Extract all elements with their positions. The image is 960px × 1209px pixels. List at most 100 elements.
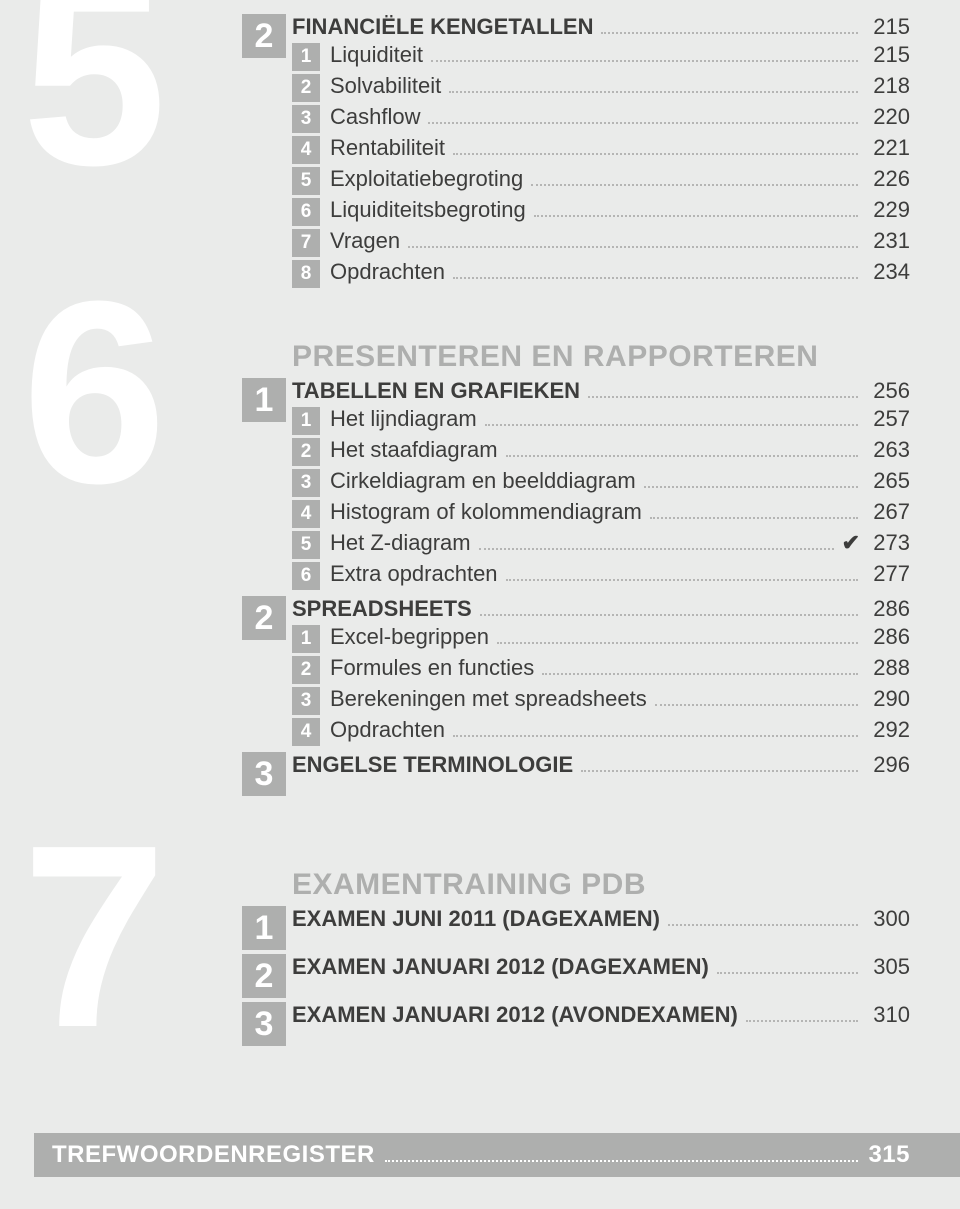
item-label: Exploitatiebegroting bbox=[330, 166, 523, 192]
leader-dots bbox=[453, 735, 858, 737]
leader-dots bbox=[453, 153, 858, 155]
section-header-presenteren: PRESENTEREN EN RAPPORTEREN bbox=[292, 340, 910, 374]
leader-dots bbox=[408, 246, 858, 248]
subsection-badge-6-1: 1 bbox=[242, 378, 286, 422]
item-number-box: 4 bbox=[292, 500, 320, 528]
leader-dots bbox=[746, 1020, 858, 1022]
footer-bar: TREFWOORDENREGISTER 315 bbox=[34, 1133, 960, 1177]
item-number-box: 3 bbox=[292, 687, 320, 715]
item-label: Histogram of kolommendiagram bbox=[330, 499, 642, 525]
subsection-badge: 3 bbox=[242, 1002, 286, 1046]
item-label: Formules en functies bbox=[330, 655, 534, 681]
page-number: 286 bbox=[866, 596, 910, 622]
page-number: 256 bbox=[866, 378, 910, 404]
page-number: 296 bbox=[866, 752, 910, 778]
item-number-box: 4 bbox=[292, 718, 320, 746]
leader-dots bbox=[385, 1160, 859, 1162]
leader-dots bbox=[717, 972, 858, 974]
item-number-box: 1 bbox=[292, 43, 320, 71]
toc-row: 3 Cirkeldiagram en beelddiagram 265 bbox=[292, 468, 910, 497]
toc-row: 2 Formules en functies 288 bbox=[292, 655, 910, 684]
toc-row: 4 Opdrachten 292 bbox=[292, 717, 910, 746]
leader-dots bbox=[601, 32, 858, 34]
exam-heading: EXAMEN JANUARI 2012 (DAGEXAMEN) bbox=[292, 954, 709, 980]
subsection-badge-6-3: 3 bbox=[242, 752, 286, 796]
item-label: Het staafdiagram bbox=[330, 437, 498, 463]
page-number: 221 bbox=[866, 135, 910, 161]
leader-dots bbox=[479, 548, 834, 550]
heading-tabellen-grafieken: TABELLEN EN GRAFIEKEN bbox=[292, 378, 580, 404]
leader-dots bbox=[485, 424, 858, 426]
item-label: Berekeningen met spreadsheets bbox=[330, 686, 647, 712]
toc-row: 4Histogram of kolommendiagram267 bbox=[292, 499, 910, 528]
exam-heading: EXAMEN JUNI 2011 (DAGEXAMEN) bbox=[292, 906, 660, 932]
item-label: Liquiditeit bbox=[330, 42, 423, 68]
leader-dots bbox=[506, 579, 858, 581]
leader-dots bbox=[650, 517, 858, 519]
footer-page: 315 bbox=[868, 1141, 910, 1169]
item-label: Vragen bbox=[330, 228, 400, 254]
toc-row: 3Cashflow220 bbox=[292, 104, 910, 133]
item-label: Cirkeldiagram en beelddiagram bbox=[330, 468, 636, 494]
page-number: 292 bbox=[866, 717, 910, 743]
toc-row: 2 Het staafdiagram 263 bbox=[292, 437, 910, 466]
item-label: Het Z-diagram bbox=[330, 530, 471, 556]
exam-heading: EXAMEN JANUARI 2012 (AVONDEXAMEN) bbox=[292, 1002, 738, 1028]
page-number: 288 bbox=[866, 655, 910, 681]
page-number: 273 bbox=[866, 530, 910, 556]
item-number-box: 2 bbox=[292, 74, 320, 102]
section-header-examentraining: EXAMENTRAINING PDB bbox=[292, 868, 910, 902]
page-number: 263 bbox=[866, 437, 910, 463]
page-number: 257 bbox=[866, 406, 910, 432]
leader-dots bbox=[655, 704, 858, 706]
heading-engelse-terminologie: ENGELSE TERMINOLOGIE bbox=[292, 752, 573, 778]
leader-dots bbox=[588, 396, 858, 398]
item-number-box: 4 bbox=[292, 136, 320, 164]
toc-row: 1Liquiditeit215 bbox=[292, 42, 910, 71]
leader-dots bbox=[431, 60, 858, 62]
leader-dots bbox=[428, 122, 858, 124]
page-number: 229 bbox=[866, 197, 910, 223]
toc-row: 5 Exploitatiebegroting 226 bbox=[292, 166, 910, 195]
leader-dots bbox=[534, 215, 858, 217]
page-number: 290 bbox=[866, 686, 910, 712]
leader-dots bbox=[449, 91, 858, 93]
item-number-box: 1 bbox=[292, 407, 320, 435]
leader-dots bbox=[531, 184, 858, 186]
leader-dots bbox=[453, 277, 858, 279]
subsection-badge-6-2: 2 bbox=[242, 596, 286, 640]
subsection-badge: 2 bbox=[242, 954, 286, 998]
item-number-box: 5 bbox=[292, 531, 320, 559]
item-number-box: 5 bbox=[292, 167, 320, 195]
toc-row: 3 Berekeningen met spreadsheets 290 bbox=[292, 686, 910, 715]
toc-row: 8Opdrachten234 bbox=[292, 259, 910, 288]
toc-row: 6 Extra opdrachten 277 bbox=[292, 561, 910, 590]
page-number: 265 bbox=[866, 468, 910, 494]
item-label: Opdrachten bbox=[330, 717, 445, 743]
heading-spreadsheets: SPREADSHEETS bbox=[292, 596, 472, 622]
item-label: Excel-begrippen bbox=[330, 624, 489, 650]
item-label: Rentabiliteit bbox=[330, 135, 445, 161]
item-number-box: 6 bbox=[292, 562, 320, 590]
toc-row: 6Liquiditeitsbegroting229 bbox=[292, 197, 910, 226]
page-number: 277 bbox=[866, 561, 910, 587]
page-number: 300 bbox=[866, 906, 910, 932]
item-number-box: 6 bbox=[292, 198, 320, 226]
leader-dots bbox=[668, 924, 858, 926]
item-number-box: 3 bbox=[292, 469, 320, 497]
item-number-box: 2 bbox=[292, 656, 320, 684]
heading-financiele-kengetallen: FINANCIËLE KENGETALLEN bbox=[292, 14, 593, 40]
page-number: 234 bbox=[866, 259, 910, 285]
item-label: Opdrachten bbox=[330, 259, 445, 285]
item-label: Extra opdrachten bbox=[330, 561, 498, 587]
leader-dots bbox=[581, 770, 858, 772]
page-number: 226 bbox=[866, 166, 910, 192]
footer-label: TREFWOORDENREGISTER bbox=[52, 1141, 375, 1169]
item-number-box: 7 bbox=[292, 229, 320, 257]
page-number: 310 bbox=[866, 1002, 910, 1028]
page-number: 218 bbox=[866, 73, 910, 99]
subsection-badge: 1 bbox=[242, 906, 286, 950]
item-number-box: 2 bbox=[292, 438, 320, 466]
item-label: Solvabiliteit bbox=[330, 73, 441, 99]
item-number-box: 1 bbox=[292, 625, 320, 653]
